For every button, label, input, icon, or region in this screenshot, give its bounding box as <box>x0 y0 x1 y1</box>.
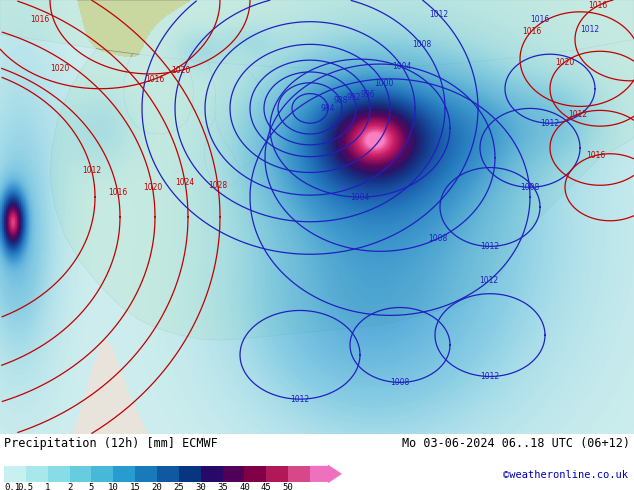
Bar <box>70 466 91 482</box>
Text: 1020: 1020 <box>171 66 191 75</box>
Text: 1016: 1016 <box>588 1 607 10</box>
Text: 1016: 1016 <box>30 15 49 24</box>
Polygon shape <box>50 0 634 340</box>
Text: 988: 988 <box>333 97 348 105</box>
Text: 992: 992 <box>347 93 361 102</box>
Text: 1008: 1008 <box>391 378 410 387</box>
Text: 1: 1 <box>45 483 50 490</box>
Text: 1004: 1004 <box>351 193 370 201</box>
Bar <box>266 466 288 482</box>
Text: 1000: 1000 <box>374 79 393 88</box>
Text: 0.1: 0.1 <box>4 483 20 490</box>
Text: 1012: 1012 <box>479 276 498 285</box>
Bar <box>223 466 245 482</box>
Text: 1020: 1020 <box>50 65 70 74</box>
Text: 1028: 1028 <box>209 181 228 190</box>
Bar <box>288 466 310 482</box>
Bar <box>201 466 223 482</box>
Bar <box>157 466 179 482</box>
Bar <box>113 466 135 482</box>
Bar <box>4 466 26 482</box>
Text: 1012: 1012 <box>481 372 500 381</box>
Text: 35: 35 <box>217 483 228 490</box>
Text: 1012: 1012 <box>481 242 500 251</box>
Text: 40: 40 <box>239 483 250 490</box>
Text: 0.5: 0.5 <box>18 483 34 490</box>
Bar <box>91 466 113 482</box>
Bar <box>26 466 48 482</box>
Text: 15: 15 <box>130 483 141 490</box>
Text: 1012: 1012 <box>540 119 560 128</box>
Text: 50: 50 <box>283 483 294 490</box>
Text: 1012: 1012 <box>581 25 600 34</box>
Text: 1024: 1024 <box>176 178 195 187</box>
Text: 45: 45 <box>261 483 271 490</box>
Bar <box>135 466 157 482</box>
Text: 1008: 1008 <box>412 40 431 49</box>
Text: 20: 20 <box>152 483 162 490</box>
Text: Precipitation (12h) [mm] ECMWF: Precipitation (12h) [mm] ECMWF <box>4 437 217 450</box>
Text: 2: 2 <box>67 483 72 490</box>
Text: 30: 30 <box>195 483 206 490</box>
Text: 996: 996 <box>360 90 375 98</box>
Text: 1020: 1020 <box>143 183 162 192</box>
Text: 25: 25 <box>174 483 184 490</box>
Text: 1008: 1008 <box>428 234 447 243</box>
Polygon shape <box>204 118 240 187</box>
Text: 1016: 1016 <box>108 188 127 197</box>
Bar <box>245 466 266 482</box>
Text: 1020: 1020 <box>555 58 574 67</box>
Bar <box>48 466 70 482</box>
Text: 1012: 1012 <box>290 394 309 404</box>
Text: ©weatheronline.co.uk: ©weatheronline.co.uk <box>503 470 628 480</box>
Text: 1008: 1008 <box>521 183 540 192</box>
Text: 1012: 1012 <box>82 166 101 175</box>
FancyArrow shape <box>310 465 342 483</box>
Text: 1016: 1016 <box>531 15 550 24</box>
Polygon shape <box>0 0 634 69</box>
Text: 1016: 1016 <box>522 27 541 36</box>
Polygon shape <box>200 0 270 172</box>
Text: 1016: 1016 <box>586 151 605 160</box>
Text: 5: 5 <box>89 483 94 490</box>
Bar <box>179 466 201 482</box>
Text: 1016: 1016 <box>145 74 164 83</box>
Text: 984: 984 <box>321 104 335 113</box>
Text: 1004: 1004 <box>392 62 412 72</box>
Text: 1012: 1012 <box>567 110 587 119</box>
Text: Mo 03-06-2024 06..18 UTC (06+12): Mo 03-06-2024 06..18 UTC (06+12) <box>402 437 630 450</box>
Text: 1012: 1012 <box>429 10 448 19</box>
Text: 10: 10 <box>108 483 119 490</box>
Polygon shape <box>124 0 194 134</box>
